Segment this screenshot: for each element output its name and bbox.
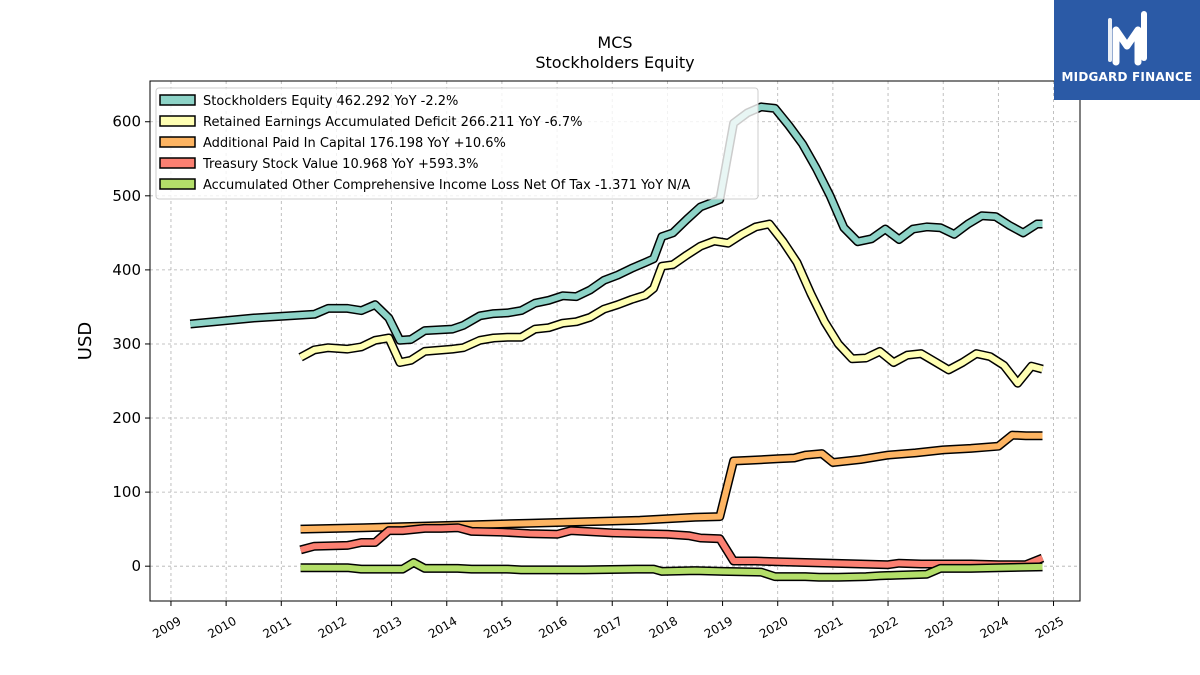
x-tick-label: 2018: [647, 614, 680, 641]
midgard-finance-logo: MIDGARD FINANCE: [1054, 0, 1200, 100]
series-line-1: [299, 221, 1044, 387]
x-tick-label: 2011: [261, 614, 294, 641]
legend-box: [155, 87, 759, 200]
x-tick-label: 2020: [757, 614, 790, 641]
y-tick-label: 500: [112, 187, 141, 205]
legend-label-2: Additional Paid In Capital 176.198 YoY +…: [203, 136, 506, 151]
legend-label-0: Stockholders Equity 462.292 YoY -2.2%: [203, 94, 458, 109]
chart-title: MCS: [597, 33, 632, 52]
x-tick-label: 2025: [1033, 614, 1066, 641]
chart-subtitle: Stockholders Equity: [535, 53, 694, 72]
x-tick-label: 2015: [481, 614, 514, 641]
x-tick-label: 2023: [922, 614, 955, 641]
series-line-3: [299, 524, 1044, 568]
legend-label-3: Treasury Stock Value 10.968 YoY +593.3%: [202, 157, 479, 172]
plot-frame: [149, 80, 1081, 602]
legend-label-1: Retained Earnings Accumulated Deficit 26…: [203, 115, 582, 130]
legend-swatch-4: [159, 178, 196, 190]
brand-name: MIDGARD FINANCE: [1061, 70, 1193, 84]
series-line-2: [300, 432, 1043, 533]
legend: Stockholders Equity 462.292 YoY -2.2% Ret…: [155, 87, 759, 200]
y-tick-label: 200: [112, 409, 141, 427]
series-lines: [189, 102, 1045, 582]
y-tick-label: 300: [112, 335, 141, 353]
legend-swatch-0: [159, 94, 196, 106]
midgard-logo-icon: [1108, 11, 1147, 66]
series-line-4: [300, 559, 1043, 581]
x-tick-label: 2009: [150, 614, 183, 641]
legend-label-4: Accumulated Other Comprehensive Income L…: [203, 178, 690, 193]
x-tick-label: 2013: [371, 614, 404, 641]
legend-swatch-2: [159, 136, 196, 148]
x-tick-label: 2014: [426, 614, 459, 641]
series-line-0: [190, 103, 1043, 344]
x-tick-label: 2021: [812, 614, 845, 641]
x-tick-label: 2019: [702, 614, 735, 641]
x-axis-ticks: 2009 2010 2011 2012 2013 2014 2015 2016 2017 2018…: [150, 601, 1066, 641]
y-tick-label: 100: [112, 483, 141, 501]
x-tick-label: 2022: [867, 614, 900, 641]
x-tick-label: 2017: [592, 614, 625, 641]
x-tick-label: 2024: [978, 614, 1011, 641]
x-tick-label: 2016: [536, 614, 569, 641]
legend-swatch-1: [159, 115, 196, 127]
x-tick-label: 2010: [205, 614, 238, 641]
y-tick-label: 600: [112, 113, 141, 131]
y-tick-label: 400: [112, 261, 141, 279]
x-tick-label: 2012: [316, 614, 349, 641]
legend-swatch-3: [159, 157, 196, 169]
y-tick-label: 0: [131, 557, 141, 575]
y-axis-ticks: 0 100 200 300 400 500 600: [112, 113, 150, 575]
y-axis-label: USD: [75, 322, 96, 360]
